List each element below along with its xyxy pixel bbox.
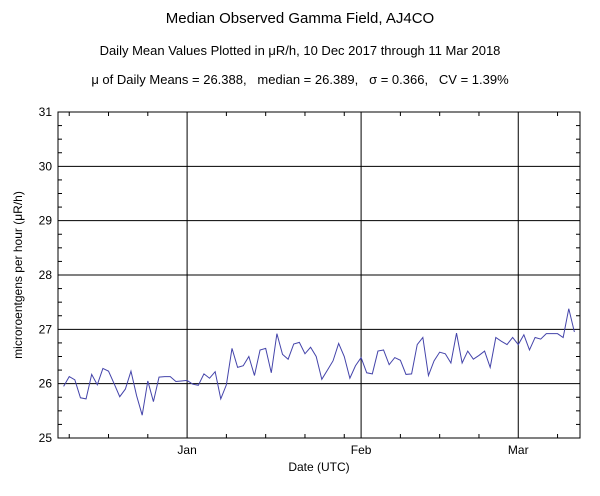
y-tick-label: 30 [39, 159, 53, 173]
series-line [63, 308, 575, 416]
chart-title: Median Observed Gamma Field, AJ4CO [165, 10, 435, 27]
y-tick-label: 28 [39, 268, 53, 282]
grid-lines [58, 112, 580, 438]
y-tick-labels: 25 26 27 28 29 30 31 [39, 105, 53, 445]
x-axis-label: Date (UTC) [288, 460, 349, 474]
tick-marks [58, 112, 580, 438]
y-tick-label: 25 [39, 431, 53, 445]
y-tick-label: 29 [39, 214, 53, 228]
chart-subtitle: Daily Mean Values Plotted in μR/h, 10 De… [99, 43, 501, 58]
plot-frame [57, 111, 581, 439]
y-axis-label: microroentgens per hour (μR/h) [11, 191, 25, 359]
x-tick-label: Feb [351, 443, 372, 457]
y-tick-label: 27 [39, 322, 53, 336]
y-tick-label: 31 [39, 105, 53, 119]
chart-stats-line: μ of Daily Means = 26.388, median = 26.3… [91, 72, 509, 87]
x-tick-labels: Jan Feb Mar [177, 443, 528, 457]
x-tick-label: Jan [177, 443, 196, 457]
y-tick-label: 26 [39, 377, 53, 391]
x-tick-label: Mar [508, 443, 529, 457]
